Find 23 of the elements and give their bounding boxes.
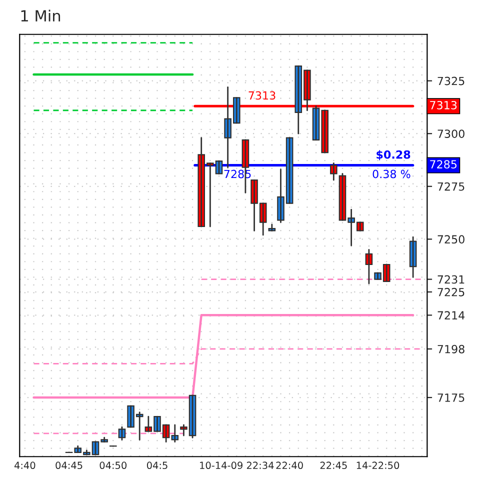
y-tick-label: 7231 bbox=[438, 275, 464, 284]
y-tick-label: 7300 bbox=[438, 130, 464, 138]
x-tick-label: 10-14-09 22:34 bbox=[200, 462, 274, 470]
annotation: $0.28 bbox=[376, 150, 410, 160]
y-tick-label: 7275 bbox=[438, 182, 464, 191]
x-tick-label: 14-22:50 bbox=[356, 462, 400, 470]
x-tick-label: 4:40 bbox=[14, 462, 36, 470]
y-tick-label: 7175 bbox=[438, 394, 464, 402]
x-tick-label: 22:40 bbox=[276, 462, 303, 470]
x-tick-label: 04:5 bbox=[146, 462, 168, 470]
x-tick-label: 04:50 bbox=[100, 462, 127, 470]
ref-line-label: 7285 bbox=[430, 160, 457, 168]
y-tick-label: 7225 bbox=[438, 288, 464, 296]
x-tick-label: 22:45 bbox=[320, 462, 347, 470]
chart-title: 1 Min bbox=[21, 10, 60, 22]
annotation: 0.38 % bbox=[372, 170, 410, 178]
y-tick-label: 7250 bbox=[438, 235, 464, 244]
y-tick-label: 7198 bbox=[438, 344, 464, 354]
annotation: 7313 bbox=[248, 91, 276, 100]
y-tick-label: 7325 bbox=[438, 76, 464, 86]
x-tick-label: 04:45 bbox=[56, 462, 82, 470]
ref-line-label: 7313 bbox=[430, 100, 457, 110]
y-tick-label: 7214 bbox=[438, 311, 465, 320]
